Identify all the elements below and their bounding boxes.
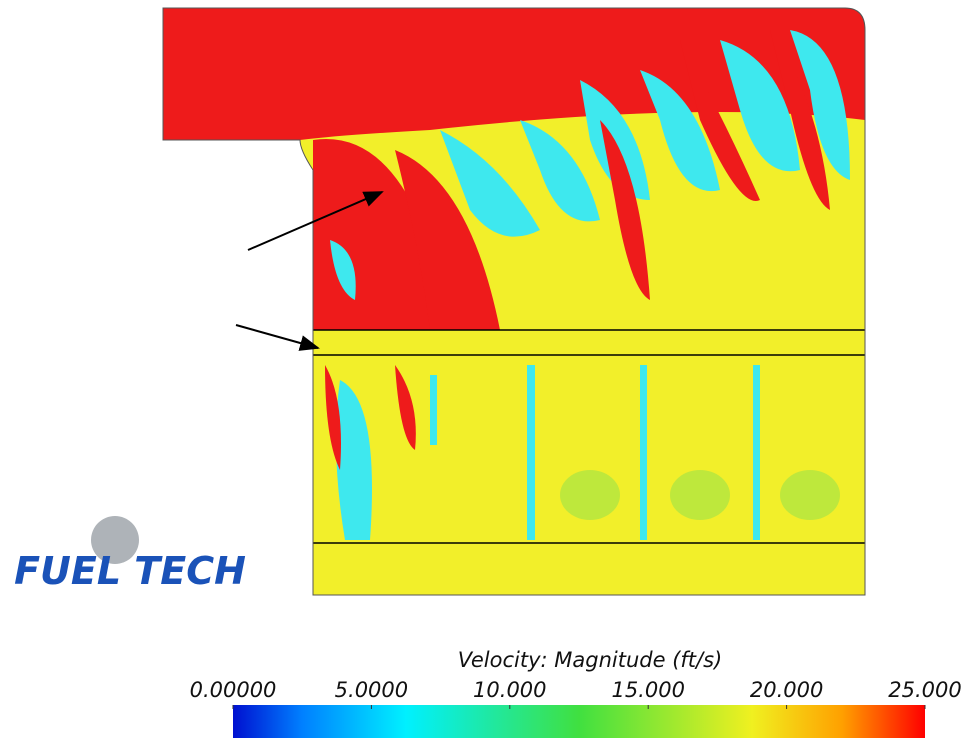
colorbar (233, 705, 925, 738)
colorbar-tick-label: 10.000 (473, 678, 546, 702)
colorbar-tick-label: 0.00000 (190, 678, 277, 702)
colorbar-title: Velocity: Magnitude (ft/s) (458, 648, 723, 672)
colorbar-tick-label: 5.0000 (335, 678, 408, 702)
logo-text: FUEL TECH (14, 549, 246, 593)
colorbar-tick-label: 15.000 (611, 678, 684, 702)
colorbar-ticks: 0.00000 5.0000 10.000 15.000 20.000 25.000 (190, 678, 962, 709)
colorbar-tick-label: 20.000 (750, 678, 823, 702)
colorbar-tick-label: 25.000 (888, 678, 961, 702)
cfd-figure: FUEL TECH Velocity: Magnitude (ft/s) 0.0… (0, 0, 969, 738)
flow-field (163, 8, 865, 595)
logo: FUEL TECH (14, 516, 246, 593)
